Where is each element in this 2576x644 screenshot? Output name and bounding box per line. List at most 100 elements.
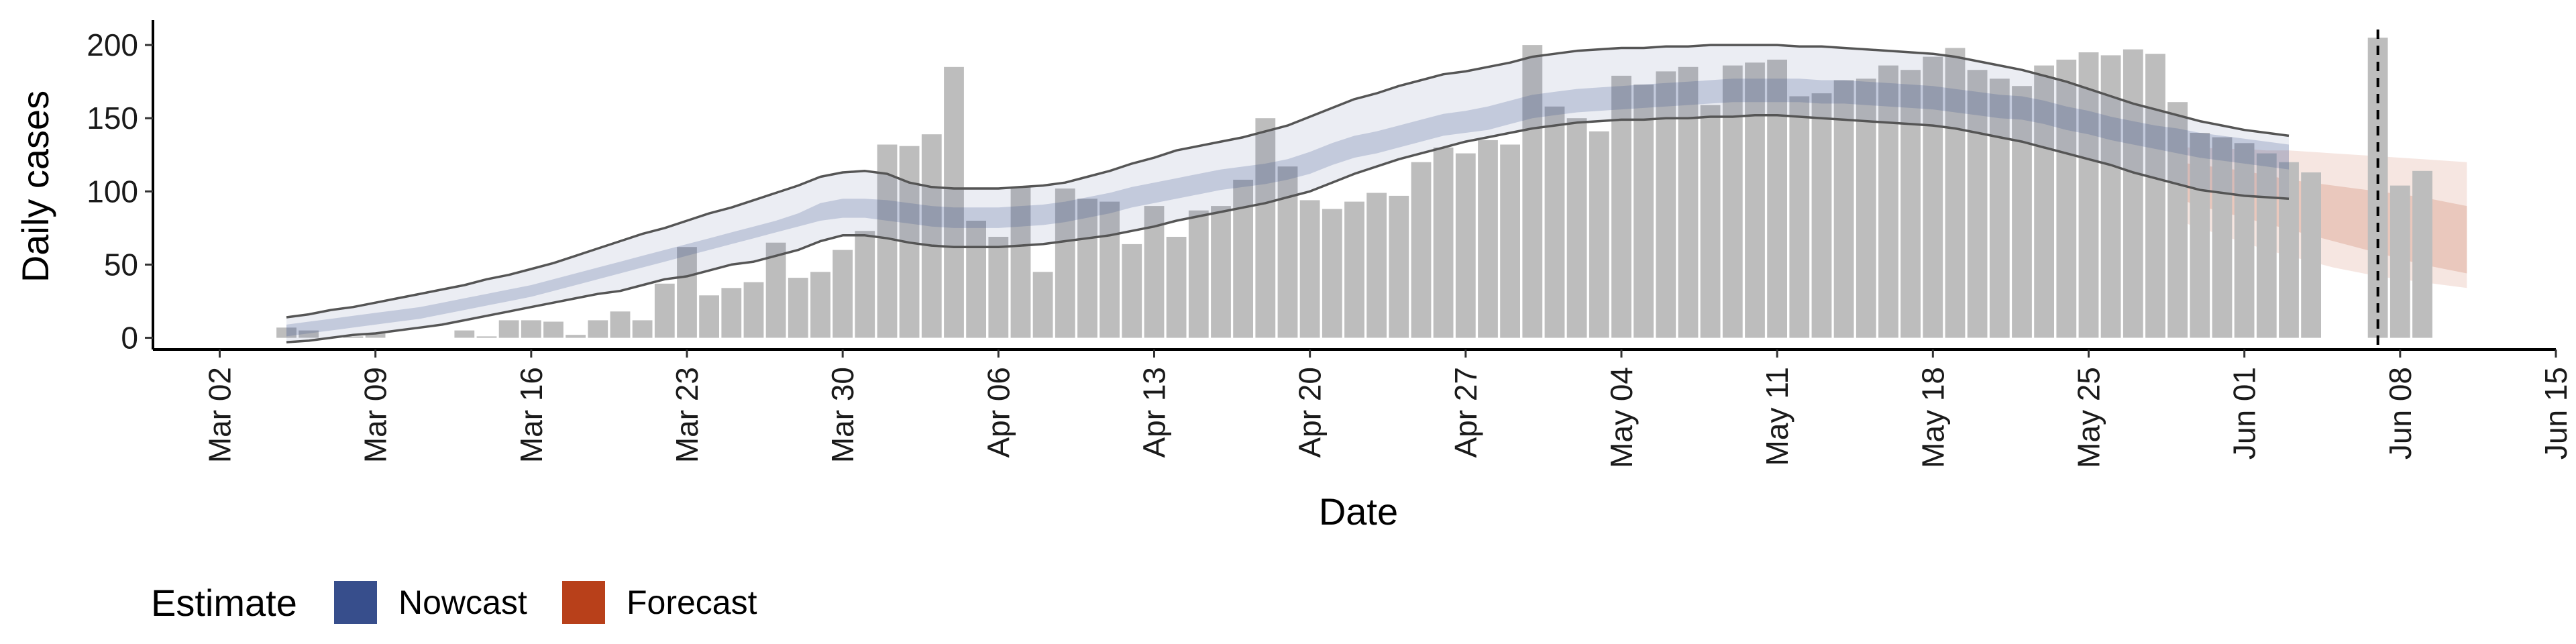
x-tick-label: May 11 [1760, 367, 1794, 466]
nowcast-lower-line [286, 114, 2290, 343]
bar [1900, 70, 1921, 338]
y-tick-label: 200 [87, 28, 138, 62]
y-tick-label: 0 [121, 321, 138, 356]
bar [343, 336, 364, 338]
bar [1700, 105, 1721, 338]
bar [654, 283, 675, 338]
legend-title: Estimate [151, 582, 297, 624]
bar [1967, 70, 1988, 338]
bar [1344, 201, 1364, 338]
bar [2256, 153, 2277, 338]
bar [1923, 56, 1943, 338]
bar [1522, 45, 1543, 338]
bar [1945, 48, 1966, 338]
bar [2412, 170, 2432, 338]
bar [1745, 62, 1765, 338]
x-tick-label: Jun 15 [2538, 367, 2573, 460]
bar [1055, 189, 1075, 338]
bar [1299, 200, 1320, 338]
bar [2100, 55, 2121, 338]
bar [1010, 186, 1031, 338]
bar [1878, 65, 1898, 338]
bar [2279, 162, 2299, 338]
bar [2123, 49, 2143, 338]
nowcast-outer-band [286, 45, 2289, 343]
bar [1322, 209, 1342, 338]
nowcast-outline-lines [286, 44, 2290, 343]
bar [1255, 118, 1276, 338]
bar [699, 295, 719, 338]
bar [1811, 93, 1832, 338]
bar [788, 278, 808, 338]
nowcast-bands [286, 45, 2289, 343]
x-tick-label: May 25 [2072, 367, 2106, 468]
legend-swatch-nowcast [334, 581, 377, 624]
x-tick-label: Mar 09 [358, 367, 393, 463]
bar [1389, 195, 1409, 338]
x-tick-label: Mar 23 [669, 367, 704, 463]
bar [721, 288, 742, 338]
bar [543, 321, 564, 338]
bar [276, 327, 297, 338]
axes [152, 20, 2556, 351]
observed-bars [276, 38, 2432, 338]
bar [833, 250, 853, 338]
bar [2056, 59, 2077, 338]
bar [521, 320, 541, 338]
bar [1032, 272, 1053, 338]
bar [1833, 80, 1854, 338]
bar [1455, 153, 1476, 338]
x-tick-label: Mar 16 [514, 367, 549, 463]
bar [1411, 162, 1432, 338]
y-tick-label: 50 [104, 247, 138, 282]
bar [2390, 185, 2410, 338]
x-axis-ticks: Mar 02 Mar 09 Mar 16 Mar 23 Mar 30 Apr 06 Apr … [203, 350, 2573, 468]
bar [1767, 59, 1787, 338]
bar [1099, 201, 1120, 338]
bar [476, 336, 497, 338]
bar [632, 320, 653, 338]
bar [1566, 118, 1587, 338]
bar [1478, 140, 1498, 338]
bar [743, 282, 764, 338]
bar [1366, 193, 1387, 338]
x-tick-label: Jun 08 [2383, 367, 2418, 460]
nowcast-upper-line [286, 44, 2290, 319]
y-tick-label: 100 [87, 174, 138, 209]
x-tick-label: May 04 [1604, 367, 1639, 468]
bar [2145, 54, 2165, 338]
bar [988, 237, 1009, 338]
bar [2167, 102, 2188, 338]
bar [1433, 147, 1454, 338]
bar [855, 231, 875, 338]
x-axis-title: Date [1319, 490, 1398, 533]
bar [1789, 96, 1810, 338]
x-tick-label: May 18 [1915, 367, 1950, 468]
bar [1589, 131, 1609, 338]
x-tick-label: Apr 27 [1448, 367, 1483, 458]
legend-swatch-forecast [562, 581, 605, 624]
bar [1077, 199, 1097, 338]
bar [966, 221, 986, 338]
bar [2301, 172, 2321, 338]
bar [1211, 206, 1231, 338]
y-axis-ticks: 0 50 100 150 200 [87, 28, 153, 356]
bar [1544, 106, 1565, 338]
bar [1500, 144, 1520, 338]
bar [566, 335, 586, 338]
bar [2234, 143, 2255, 338]
bar [677, 247, 697, 338]
bar [454, 330, 475, 338]
bar [921, 134, 942, 338]
bar [1656, 71, 1676, 338]
x-tick-label: Apr 06 [981, 367, 1016, 458]
legend-label-forecast: Forecast [627, 584, 757, 621]
x-tick-label: Apr 20 [1293, 367, 1328, 458]
legend-label-nowcast: Nowcast [398, 584, 527, 621]
bar [588, 320, 608, 338]
x-tick-label: Apr 13 [1137, 367, 1172, 458]
x-tick-label: Mar 02 [203, 367, 237, 463]
bar [944, 66, 964, 338]
x-tick-label: Mar 30 [825, 367, 860, 463]
